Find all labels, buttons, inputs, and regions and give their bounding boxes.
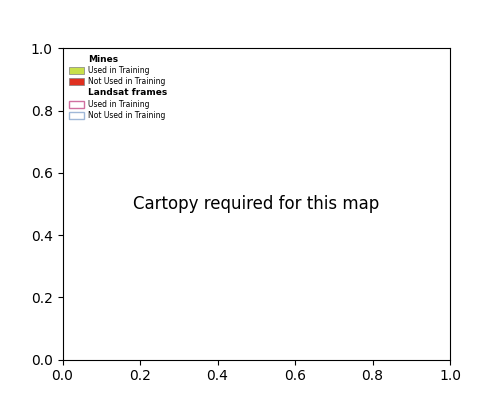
Legend: Mines, Used in Training, Not Used in Training, Landsat frames, Used in Training,: Mines, Used in Training, Not Used in Tra… bbox=[66, 52, 169, 122]
Text: Cartopy required for this map: Cartopy required for this map bbox=[133, 195, 380, 213]
